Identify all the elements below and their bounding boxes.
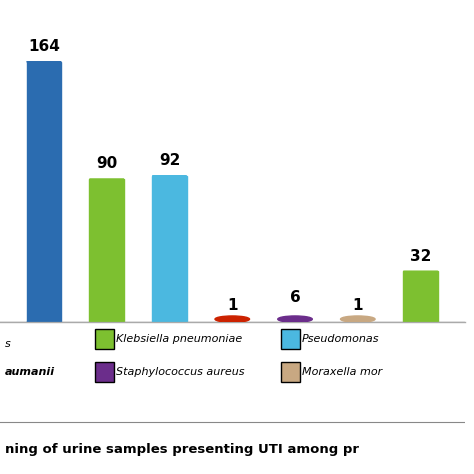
Text: Klebsiella pneumoniae: Klebsiella pneumoniae <box>116 334 242 344</box>
FancyBboxPatch shape <box>95 329 114 349</box>
Text: Pseudomonas: Pseudomonas <box>302 334 380 344</box>
Text: 1: 1 <box>227 298 237 313</box>
Ellipse shape <box>278 316 312 322</box>
Text: 1: 1 <box>353 298 363 313</box>
Text: 6: 6 <box>290 290 301 305</box>
Bar <box>152 176 187 322</box>
Text: 92: 92 <box>159 153 180 168</box>
Bar <box>403 272 438 322</box>
FancyBboxPatch shape <box>95 362 114 382</box>
Bar <box>27 62 61 322</box>
Polygon shape <box>0 322 474 335</box>
Text: Staphylococcus aureus: Staphylococcus aureus <box>116 367 245 377</box>
Ellipse shape <box>340 316 375 322</box>
FancyBboxPatch shape <box>281 362 300 382</box>
Ellipse shape <box>215 316 249 322</box>
FancyBboxPatch shape <box>281 329 300 349</box>
Text: 164: 164 <box>28 39 60 54</box>
Text: 32: 32 <box>410 248 431 264</box>
Text: aumanii: aumanii <box>5 367 55 377</box>
Bar <box>90 179 124 322</box>
Text: Moraxella mor: Moraxella mor <box>302 367 382 377</box>
Text: 90: 90 <box>96 156 118 172</box>
Text: ning of urine samples presenting UTI among pr: ning of urine samples presenting UTI amo… <box>5 443 359 456</box>
Text: s: s <box>5 338 10 349</box>
